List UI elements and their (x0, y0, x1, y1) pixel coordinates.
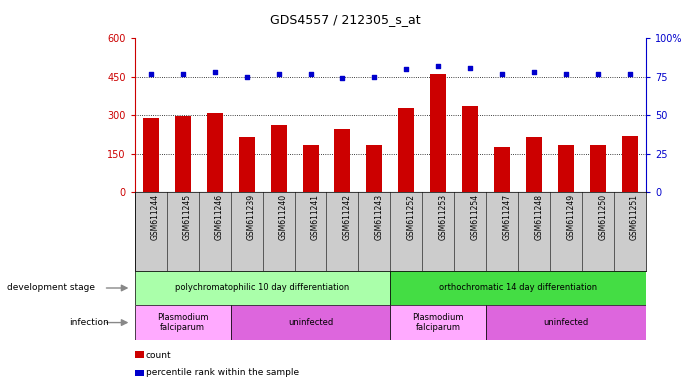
Point (560, 71, 571, 77)
Bar (390, 305, 486, 340)
Bar (135, 271, 390, 305)
Text: GSM611239: GSM611239 (247, 194, 256, 240)
Bar (143, 118, 159, 192)
Bar (175, 116, 191, 192)
Text: GSM611245: GSM611245 (182, 194, 191, 240)
Point (273, 71, 284, 77)
Text: GSM611253: GSM611253 (438, 194, 447, 240)
Text: percentile rank within the sample: percentile rank within the sample (146, 368, 299, 377)
Point (593, 71, 604, 77)
Point (497, 71, 508, 77)
Bar (462, 106, 478, 192)
Text: GSM611244: GSM611244 (151, 194, 160, 240)
Bar (390, 271, 646, 305)
Point (529, 69, 540, 75)
Bar (622, 136, 638, 192)
Text: GSM611249: GSM611249 (566, 194, 575, 240)
Bar (486, 305, 646, 340)
Bar (238, 137, 254, 192)
Point (241, 74, 252, 80)
Text: uninfected: uninfected (544, 318, 589, 327)
Text: GSM611248: GSM611248 (534, 194, 543, 240)
Text: GSM611246: GSM611246 (215, 194, 224, 240)
Text: GSM611241: GSM611241 (310, 194, 319, 240)
Text: GSM611251: GSM611251 (630, 194, 639, 240)
Text: GSM611247: GSM611247 (502, 194, 511, 240)
Point (145, 71, 156, 77)
Text: Plasmodium
falciparum: Plasmodium falciparum (157, 313, 209, 332)
Bar (303, 145, 319, 192)
Text: infection: infection (69, 318, 109, 327)
Text: orthochromatic 14 day differentiation: orthochromatic 14 day differentiation (439, 283, 597, 293)
Bar (527, 137, 542, 192)
Bar (135, 305, 231, 340)
Point (305, 71, 316, 77)
Text: GSM611250: GSM611250 (598, 194, 607, 240)
Point (433, 63, 444, 69)
Point (465, 65, 476, 71)
Bar (334, 129, 350, 192)
Text: GSM611240: GSM611240 (278, 194, 287, 240)
Text: uninfected: uninfected (288, 318, 333, 327)
Text: GDS4557 / 212305_s_at: GDS4557 / 212305_s_at (270, 13, 421, 26)
Text: polychromatophilic 10 day differentiation: polychromatophilic 10 day differentiatio… (176, 283, 350, 293)
Bar (430, 74, 446, 192)
Bar (231, 305, 390, 340)
Bar (558, 145, 574, 192)
Point (209, 69, 220, 75)
Bar (494, 147, 510, 192)
Bar (590, 145, 606, 192)
Text: development stage: development stage (7, 283, 95, 293)
Bar (399, 108, 415, 192)
Bar (271, 126, 287, 192)
Point (369, 74, 380, 80)
Bar (366, 145, 382, 192)
Point (401, 66, 412, 72)
Point (625, 71, 636, 77)
Text: GSM611254: GSM611254 (471, 194, 480, 240)
Text: GSM611242: GSM611242 (343, 194, 352, 240)
Point (337, 75, 348, 81)
Point (177, 71, 188, 77)
Text: count: count (146, 351, 171, 360)
Bar (207, 113, 223, 192)
Text: GSM611252: GSM611252 (406, 194, 415, 240)
Text: Plasmodium
falciparum: Plasmodium falciparum (413, 313, 464, 332)
Text: GSM611243: GSM611243 (375, 194, 384, 240)
